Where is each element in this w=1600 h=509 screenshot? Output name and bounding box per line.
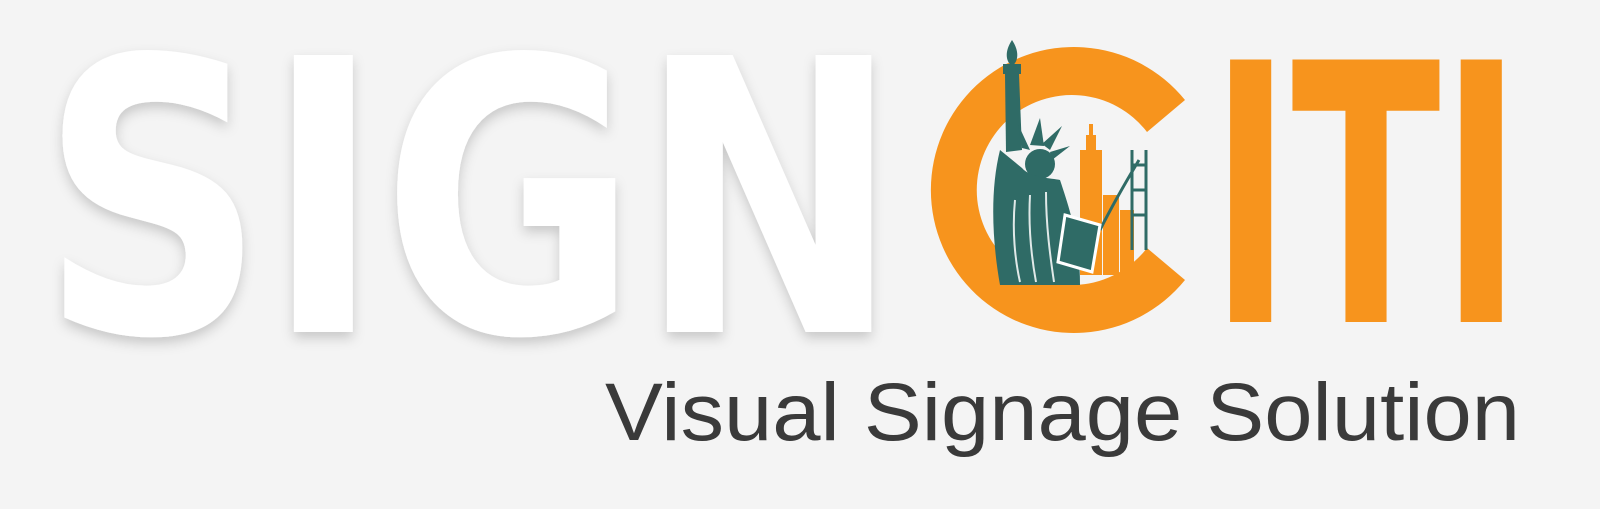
wordmark-sign: SIGN <box>40 0 900 422</box>
wordmark-iti: ITI <box>1210 0 1522 407</box>
statue-of-liberty-skyline-icon <box>993 40 1148 285</box>
letter-c-ring <box>930 46 1185 333</box>
tagline: Visual Signage Solution <box>605 367 1520 458</box>
